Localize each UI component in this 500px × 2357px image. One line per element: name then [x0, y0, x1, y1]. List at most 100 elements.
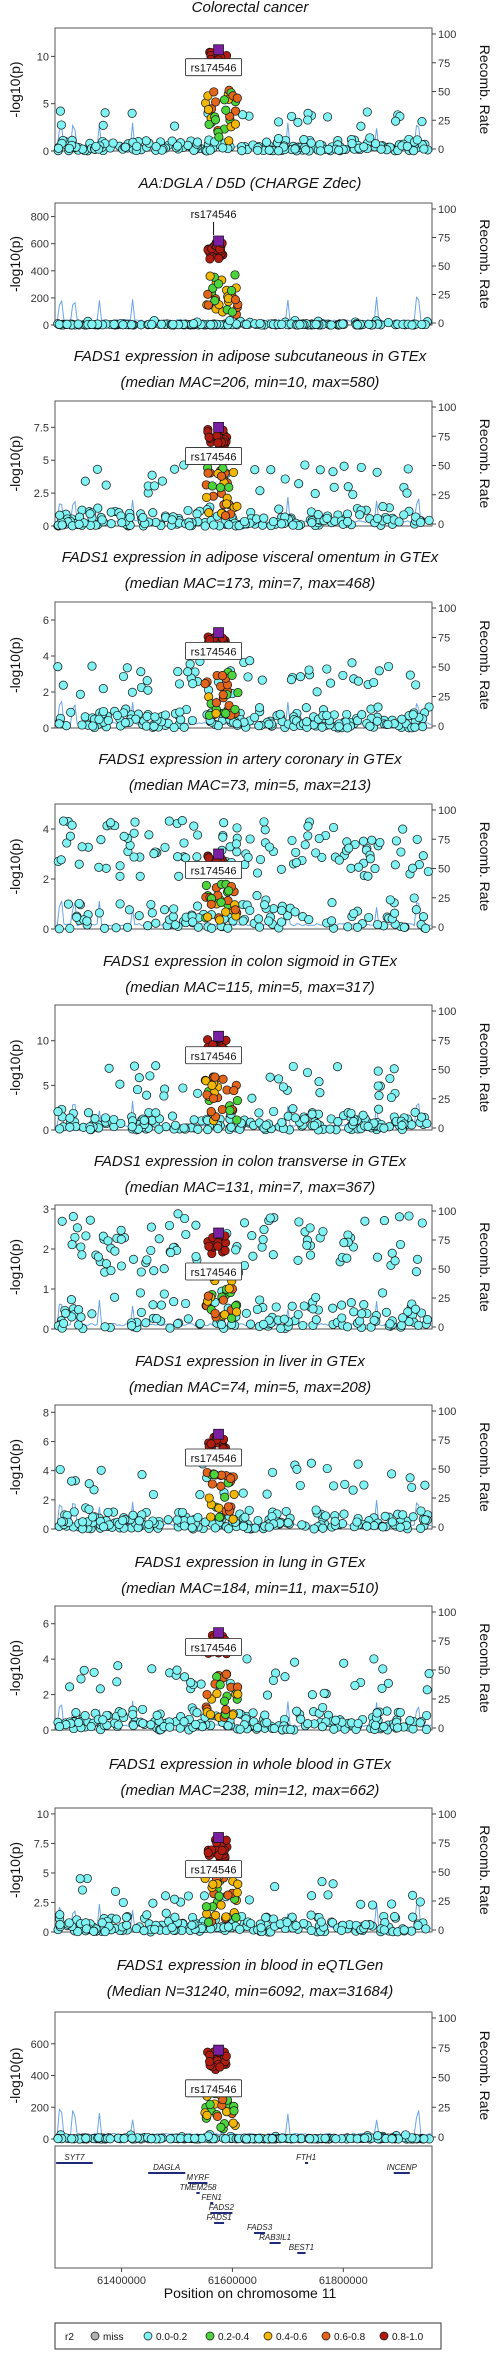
scatter-point	[204, 508, 214, 518]
scatter-point	[369, 1315, 379, 1325]
scatter-point	[423, 866, 433, 877]
scatter-point	[214, 253, 224, 264]
gene-label: FADS3	[247, 2223, 273, 2232]
panel-4: FADS1 expression in adipose visceral ome…	[7, 549, 493, 735]
scatter-point	[94, 862, 104, 872]
scatter-point	[238, 1521, 249, 1531]
scatter-point	[213, 1124, 223, 1134]
scatter-point	[229, 2106, 239, 2116]
scatter-point	[170, 920, 180, 930]
scatter-point	[67, 820, 77, 830]
scatter-point	[216, 1900, 226, 1910]
scatter-point	[327, 898, 337, 908]
panel-title: FADS1 expression in colon transverse in …	[94, 1153, 407, 1170]
scatter-point	[252, 1723, 263, 1733]
y-axis-label: -log10(p)	[7, 1640, 23, 1696]
scatter-point	[53, 2134, 63, 2144]
scatter-point	[358, 836, 369, 846]
y2-tick-label: 25	[438, 1896, 450, 1908]
scatter-point	[407, 1482, 417, 1492]
scatter-point	[55, 106, 65, 116]
y-tick-label: 7.5	[34, 1838, 49, 1850]
scatter-point	[328, 467, 338, 477]
scatter-point	[201, 880, 211, 890]
scatter-point	[248, 1251, 258, 1261]
scatter-point	[302, 1067, 313, 1078]
scatter-point	[146, 2134, 156, 2144]
scatter-point	[225, 1105, 235, 1116]
scatter-point	[173, 667, 183, 677]
scatter-point	[398, 824, 408, 834]
legend-swatch	[90, 2331, 100, 2341]
scatter-point	[183, 1891, 193, 1901]
y2-tick-label: 0	[438, 519, 444, 531]
scatter-point	[179, 1717, 189, 1727]
scatter-point	[346, 1108, 356, 1118]
lead-snp-label: rs174546	[191, 63, 237, 75]
scatter-point	[291, 1921, 301, 1931]
scatter-point	[218, 690, 228, 700]
scatter-point	[415, 1718, 425, 1728]
y-tick-label: 5	[43, 1868, 49, 1880]
scatter-point	[342, 509, 353, 519]
scatter-point	[347, 138, 357, 149]
scatter-point	[186, 1678, 196, 1688]
scatter-point	[419, 2134, 429, 2144]
scatter-point	[293, 1309, 303, 1320]
scatter-point	[210, 1308, 220, 1318]
scatter-point	[352, 1517, 362, 1527]
scatter-point	[168, 912, 178, 922]
scatter-point	[63, 899, 73, 909]
gene-track-frame	[54, 2145, 433, 2269]
scatter-point	[420, 1515, 430, 1525]
scatter-point	[233, 1689, 243, 1699]
scatter-point	[213, 279, 224, 289]
scatter-point	[169, 904, 179, 914]
plot-frame	[54, 1004, 433, 1131]
scatter-point	[306, 1910, 316, 1920]
x-axis-label: Position on chromosome 11	[164, 2285, 337, 2301]
scatter-point	[418, 851, 428, 861]
scatter-point	[103, 1507, 113, 1517]
scatter-point	[216, 897, 226, 907]
scatter-point	[383, 318, 393, 328]
scatter-point	[379, 1925, 389, 1935]
scatter-point	[88, 721, 98, 731]
scatter-point	[97, 1918, 107, 1928]
y2-tick-label: 100	[438, 1809, 456, 1821]
y-tick-label: 0	[43, 1927, 49, 1939]
panel-9: FADS1 expression in lung in GTEx (median …	[7, 1554, 493, 1737]
scatter-point	[174, 871, 184, 881]
scatter-point	[74, 859, 84, 869]
scatter-point	[268, 1675, 278, 1685]
scatter-point	[136, 667, 146, 677]
scatter-point	[232, 1887, 242, 1898]
y2-tick-label: 75	[438, 2043, 450, 2055]
scatter-point	[85, 1215, 95, 1225]
scatter-point	[409, 893, 419, 903]
scatter-point	[190, 2133, 200, 2143]
scatter-point	[215, 915, 225, 925]
scatter-point	[95, 1684, 105, 1694]
scatter-point	[151, 1108, 161, 1118]
panel-title: AA:DGLA / D5D (CHARGE Zdec)	[138, 175, 362, 192]
scatter-point	[57, 1517, 67, 1527]
scatter-point	[193, 1124, 203, 1134]
scatter-point	[149, 721, 159, 731]
scatter-point	[81, 1231, 91, 1241]
scatter-point	[369, 677, 379, 688]
y2-tick-label: 25	[438, 1493, 450, 1505]
lead-snp-marker	[213, 1227, 224, 1239]
scatter-point	[68, 1212, 78, 1222]
scatter-point	[268, 1250, 278, 1260]
scatter-point	[110, 1292, 120, 1302]
scatter-point	[299, 1301, 309, 1311]
scatter-point	[318, 1226, 328, 1237]
scatter-point	[360, 1216, 370, 1226]
scatter-point	[132, 141, 142, 151]
scatter-point	[204, 1917, 214, 1927]
scatter-panels: Colorectal cancer0510-log10(p)0255075100…	[7, 0, 493, 2146]
scatter-point	[157, 476, 167, 486]
y2-axis-label: Recomb. Rate	[477, 1623, 493, 1713]
scatter-point	[74, 898, 84, 909]
